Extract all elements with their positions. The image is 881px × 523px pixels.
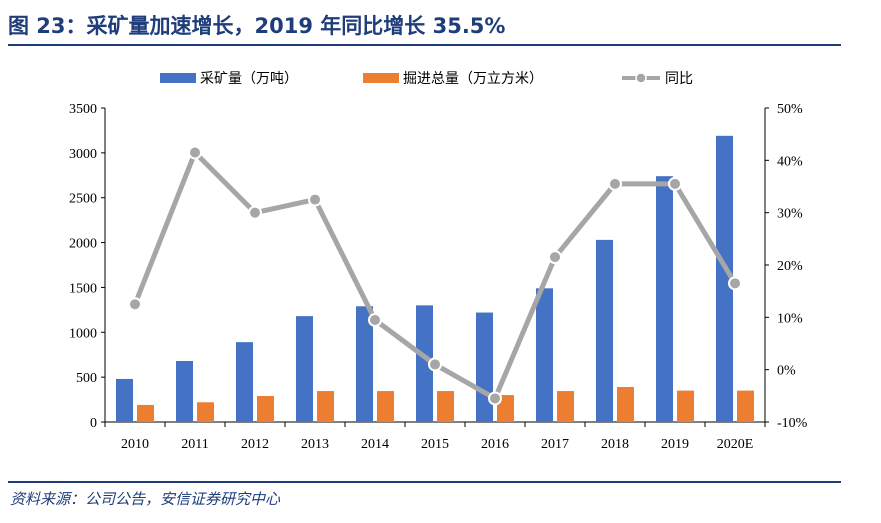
- left-y-axis: 0 500 1000 1500 2000 2500 3000 3500: [69, 102, 106, 431]
- right-tick-label: 0%: [777, 364, 796, 379]
- left-tick-label: 1000: [69, 326, 97, 341]
- left-tick-label: 3000: [69, 147, 97, 162]
- yoy-point: [248, 205, 262, 220]
- bar-tunneling: [377, 391, 394, 422]
- x-tick-label: 2019: [661, 437, 689, 452]
- bars: [116, 135, 754, 422]
- bar-tunneling: [677, 390, 694, 422]
- left-tick-label: 2500: [69, 192, 97, 207]
- yoy-point: [188, 145, 202, 160]
- bar-mining: [176, 360, 193, 422]
- legend-swatch-tunneling: [363, 73, 399, 83]
- source-note: 资料来源：公司公告，安信证券研究中心: [10, 490, 281, 508]
- x-tick-label: 2017: [541, 437, 569, 452]
- legend-label-mining: 采矿量（万吨）: [200, 71, 298, 87]
- bar-tunneling: [137, 404, 154, 422]
- bar-mining: [596, 239, 613, 422]
- bar-tunneling: [197, 402, 214, 422]
- right-tick-label: 50%: [777, 102, 803, 117]
- x-tick-label: 2012: [241, 437, 269, 452]
- x-tick-label: 2011: [181, 437, 208, 452]
- bar-mining: [476, 312, 493, 422]
- yoy-point: [428, 357, 442, 372]
- bar-mining: [116, 378, 133, 422]
- x-tick-label: 2010: [121, 437, 149, 452]
- right-tick-label: 30%: [777, 207, 803, 222]
- yoy-line: [128, 145, 742, 406]
- bar-tunneling: [257, 395, 274, 422]
- x-tick-label: 2013: [301, 437, 329, 452]
- bar-mining: [716, 135, 733, 422]
- yoy-point: [368, 312, 382, 327]
- page-title: 图 23：采矿量加速增长，2019 年同比增长 35.5%: [8, 14, 506, 38]
- yoy-point: [728, 276, 742, 291]
- x-axis: 2010 2011 2012 2013 2014 2015 2016 2017 2018 2019…: [104, 421, 766, 452]
- left-tick-label: 1500: [69, 281, 97, 296]
- x-tick-label: 2016: [481, 437, 509, 452]
- yoy-point: [308, 192, 322, 207]
- top-divider: [8, 44, 841, 46]
- left-tick-label: 500: [76, 371, 97, 386]
- bar-mining: [536, 288, 553, 422]
- legend: 采矿量（万吨） 掘进总量（万立方米） 同比: [160, 71, 693, 87]
- left-tick-label: 0: [90, 416, 97, 431]
- bottom-divider: [8, 481, 841, 483]
- bar-tunneling: [497, 395, 514, 422]
- bar-tunneling: [617, 387, 634, 422]
- left-tick-label: 2000: [69, 237, 97, 252]
- bar-mining: [656, 176, 673, 422]
- x-tick-label: 2020E: [717, 437, 754, 452]
- bar-mining: [416, 305, 433, 422]
- yoy-point: [548, 250, 562, 265]
- right-tick-label: 20%: [777, 259, 803, 274]
- x-tick-label: 2014: [361, 437, 389, 452]
- right-tick-label: 10%: [777, 311, 803, 326]
- bar-mining: [236, 342, 253, 422]
- yoy-point: [488, 391, 502, 406]
- legend-marker-yoy: [635, 72, 647, 84]
- yoy-point: [608, 176, 622, 191]
- yoy-point: [668, 176, 682, 191]
- bar-tunneling: [737, 390, 754, 422]
- bar-tunneling: [317, 391, 334, 422]
- bar-mining: [356, 306, 373, 422]
- right-y-axis: -10% 0% 10% 20% 30% 40% 50%: [764, 102, 808, 431]
- bar-mining: [296, 316, 313, 422]
- legend-label-yoy: 同比: [665, 71, 693, 87]
- bar-tunneling: [437, 391, 454, 422]
- legend-swatch-mining: [160, 73, 196, 83]
- right-tick-label: -10%: [777, 416, 808, 431]
- x-tick-label: 2015: [421, 437, 449, 452]
- left-tick-label: 3500: [69, 102, 97, 117]
- x-tick-label: 2018: [601, 437, 629, 452]
- yoy-point: [128, 297, 142, 312]
- right-tick-label: 40%: [777, 154, 803, 169]
- legend-label-tunneling: 掘进总量（万立方米）: [403, 71, 543, 87]
- bar-tunneling: [557, 391, 574, 422]
